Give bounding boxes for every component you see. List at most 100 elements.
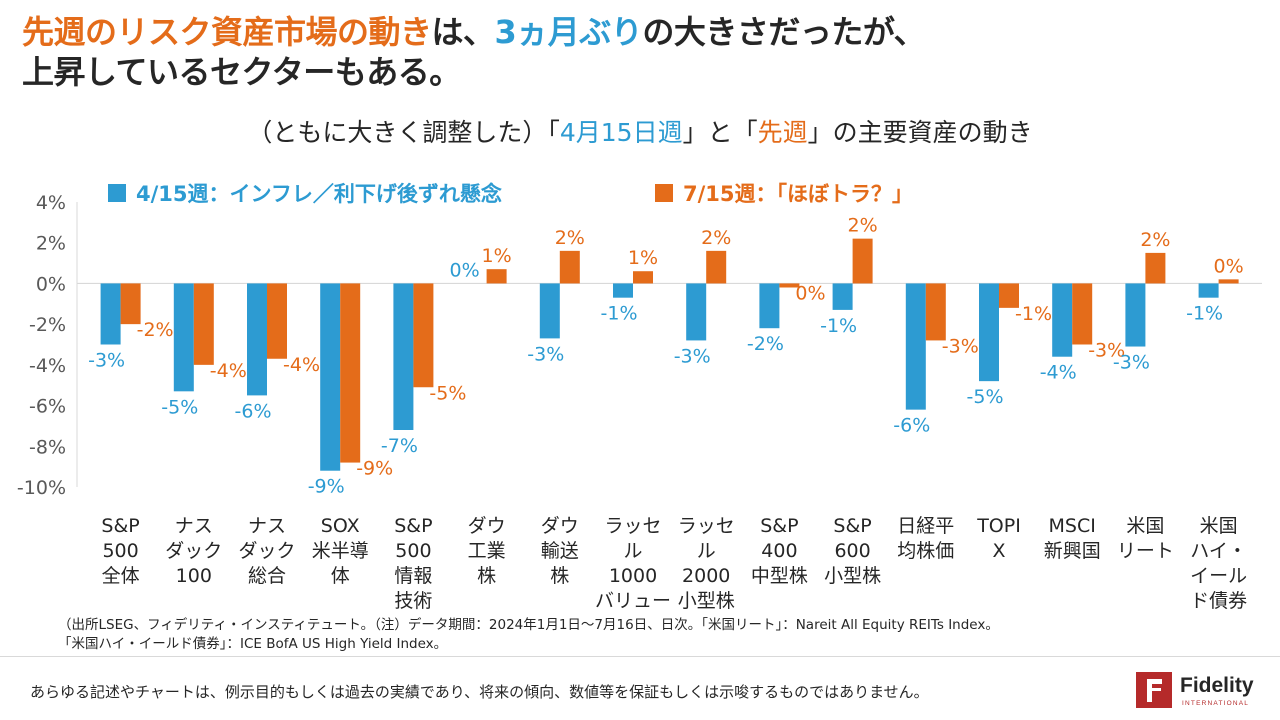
bar-series-2 — [413, 283, 434, 388]
bar-series-2 — [1218, 279, 1239, 284]
bar-series-2 — [633, 271, 653, 284]
bar-series-2 — [852, 238, 873, 284]
legend-label: 4/15週：インフレ／利下げ後ずれ懸念 — [136, 182, 502, 206]
bar-series-2 — [340, 283, 361, 463]
headline-text-2: の大きさだったが、 — [642, 13, 926, 51]
x-category-label: 情報 — [394, 565, 432, 587]
data-label: -7% — [381, 435, 418, 457]
bar-series-1 — [539, 283, 560, 339]
x-category-label: ダウ — [468, 515, 506, 537]
bar-series-2 — [706, 250, 727, 284]
subtitle-text-1: （ともに大きく調整した）「 — [247, 118, 560, 147]
legend-label: 7/15週：「ほぼトラ？」 — [683, 182, 913, 206]
footnote-line-1: （出所LSEG、フィデリティ・インスティテュート。（注）データ期間：2024年1… — [58, 617, 999, 633]
x-category-label: 2000 — [682, 565, 730, 587]
bar-series-2 — [120, 283, 141, 325]
x-category-label: 輸送 — [541, 540, 579, 562]
bar-series-2 — [1072, 283, 1093, 345]
y-tick-label: -8% — [29, 436, 66, 458]
x-category-label: 米国 — [1126, 515, 1164, 537]
data-label: 1% — [628, 247, 658, 269]
headline: 先週のリスク資産市場の動きは、3ヵ月ぶりの大きさだったが、 上昇しているセクター… — [22, 12, 1262, 92]
x-category-label: リート — [1117, 540, 1174, 562]
legend-swatch — [108, 184, 126, 202]
x-category-label: イール — [1190, 565, 1247, 587]
bar-series-1 — [1125, 283, 1146, 347]
bar-chart: 4% 2% 0% -2% -4% -6% -8% -10% 4/15週：インフレ／利下げ後ずれ懸… — [17, 182, 1262, 612]
data-label: -1% — [1015, 303, 1052, 325]
x-category-label: ル — [697, 540, 716, 562]
bar-series-1 — [393, 283, 414, 430]
y-tick-label: 2% — [36, 233, 66, 255]
x-category-label: 全体 — [102, 565, 140, 587]
x-category-label: S&P — [101, 515, 139, 537]
x-category-label: 日経平 — [897, 515, 954, 537]
x-category-label: 小型株 — [824, 565, 881, 587]
chart-subtitle: （ともに大きく調整した）「4月15日週」と「先週」の主要資産の動き — [0, 116, 1280, 150]
x-category-label: 100 — [176, 565, 212, 587]
data-label: -5% — [967, 386, 1004, 408]
bar-series-1 — [759, 283, 780, 329]
data-label: -5% — [161, 396, 198, 418]
x-category-label: 400 — [761, 540, 797, 562]
x-category-label: 均株価 — [897, 540, 954, 562]
x-category-label: 1000 — [609, 565, 657, 587]
logo-wordmark: Fidelity — [1180, 674, 1254, 697]
legend-swatch — [655, 184, 673, 202]
x-category-label: S&P — [394, 515, 432, 537]
data-label: -1% — [1186, 303, 1223, 325]
data-label: -4% — [210, 360, 247, 382]
data-label: 0% — [1214, 255, 1244, 277]
data-label: 1% — [482, 245, 512, 267]
bar-series-2 — [999, 283, 1019, 308]
bar-series-1 — [247, 283, 267, 396]
x-category-label: ナス — [175, 515, 213, 537]
bar-series-2 — [1145, 252, 1166, 284]
x-category-label: ド債券 — [1190, 590, 1247, 612]
data-label: -3% — [1088, 340, 1125, 362]
bar-series-2 — [193, 283, 214, 365]
data-label: -6% — [235, 400, 272, 422]
bar-series-2 — [779, 283, 800, 288]
bar-series-2 — [267, 283, 287, 359]
x-category-label: 新興国 — [1044, 540, 1101, 562]
bar-series-1 — [320, 283, 341, 471]
data-label: 0% — [795, 283, 825, 305]
y-tick-label: -6% — [29, 396, 66, 418]
x-category-label: 工業 — [468, 540, 506, 562]
headline-line-1: 先週のリスク資産市場の動きは、3ヵ月ぶりの大きさだったが、 — [22, 12, 1262, 52]
x-category-label: ダック — [165, 540, 222, 562]
x-category-label: 株 — [550, 565, 569, 587]
y-tick-label: 0% — [36, 273, 66, 295]
x-category-label: ナス — [248, 515, 286, 537]
data-label: -6% — [893, 415, 930, 437]
x-category-label: MSCI — [1049, 515, 1096, 537]
data-label: 2% — [555, 227, 585, 249]
x-category-label: ダック — [238, 540, 295, 562]
y-tick-label: -4% — [29, 355, 66, 377]
data-label: 2% — [701, 227, 731, 249]
data-label: -9% — [356, 458, 393, 480]
x-category-label: TOPI — [976, 515, 1021, 537]
x-category-label: 総合 — [248, 565, 286, 587]
data-label: -9% — [308, 476, 345, 498]
data-label: -3% — [942, 335, 979, 357]
bar-series-1 — [832, 283, 853, 310]
data-label: 2% — [1140, 229, 1170, 251]
data-label: -4% — [1040, 362, 1077, 384]
x-category-label: ハイ・ — [1190, 540, 1247, 562]
x-category-label: S&P — [833, 515, 871, 537]
bar-series-1 — [613, 283, 633, 298]
data-label: -2% — [137, 319, 174, 341]
x-category-label: ラッセ — [604, 515, 661, 537]
x-category-label: S&P — [760, 515, 798, 537]
data-label: -2% — [747, 333, 784, 355]
headline-line-2: 上昇しているセクターもある。 — [22, 53, 461, 91]
x-category-label: 小型株 — [678, 590, 735, 612]
data-label: -5% — [429, 382, 466, 404]
x-category-label: 中型株 — [751, 565, 808, 587]
x-category-label: ダウ — [541, 515, 579, 537]
source-footnote: （出所LSEG、フィデリティ・インスティテュート。（注）データ期間：2024年1… — [58, 616, 999, 654]
footer-divider — [0, 656, 1280, 657]
data-label: -3% — [674, 345, 711, 367]
